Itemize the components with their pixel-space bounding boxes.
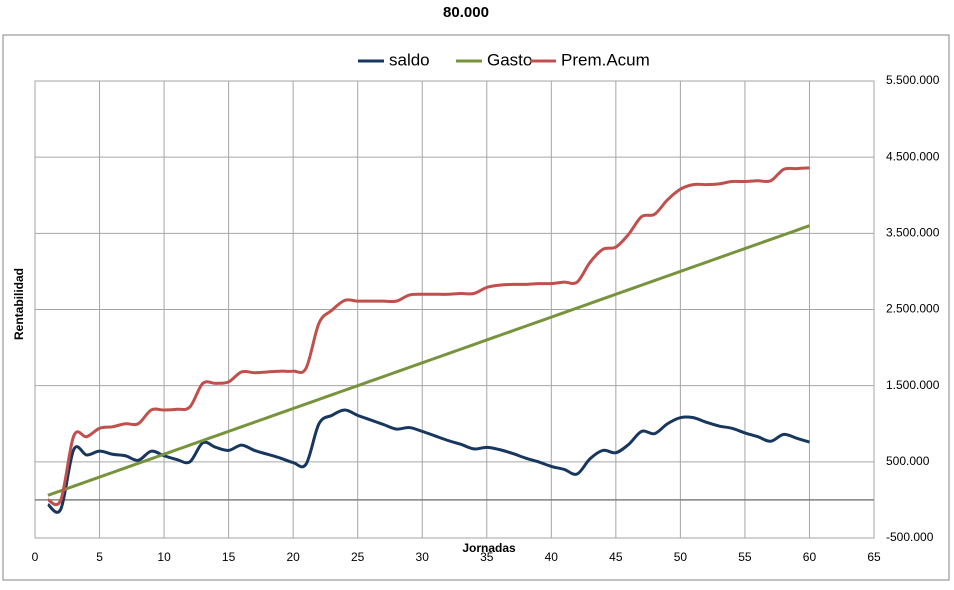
legend-label: Prem.Acum	[561, 50, 650, 69]
series-line	[46, 408, 810, 514]
series-line	[47, 224, 810, 497]
legend-label: Gasto	[487, 50, 532, 69]
x-tick-label: 45	[609, 550, 623, 564]
y-axis-title: Rentabilidad	[12, 268, 26, 340]
y-tick-label: 500.000	[886, 454, 930, 468]
x-tick-label: 0	[32, 550, 39, 564]
x-tick-label: 25	[351, 550, 365, 564]
x-tick-label: 10	[157, 550, 171, 564]
x-tick-label: 40	[545, 550, 559, 564]
y-tick-label: 2.500.000	[886, 302, 940, 316]
y-tick-label: 1.500.000	[886, 378, 940, 392]
x-tick-label: 5	[96, 550, 103, 564]
y-tick-label: -500.000	[886, 530, 934, 544]
x-tick-label: 65	[867, 550, 881, 564]
x-axis-title: Jornadas	[462, 541, 516, 555]
y-tick-label: 5.500.000	[886, 73, 940, 87]
legend-label: saldo	[389, 50, 430, 69]
y-tick-label: 4.500.000	[886, 149, 940, 163]
x-tick-label: 60	[803, 550, 817, 564]
x-tick-label: 35	[480, 550, 494, 564]
x-tick-label: 20	[286, 550, 300, 564]
x-tick-label: 55	[738, 550, 752, 564]
y-tick-label: 3.500.000	[886, 226, 940, 240]
x-tick-label: 50	[674, 550, 688, 564]
x-tick-label: 15	[222, 550, 236, 564]
series-line	[47, 166, 810, 507]
chart-title: 80.000	[443, 4, 489, 21]
x-tick-label: 30	[416, 550, 430, 564]
